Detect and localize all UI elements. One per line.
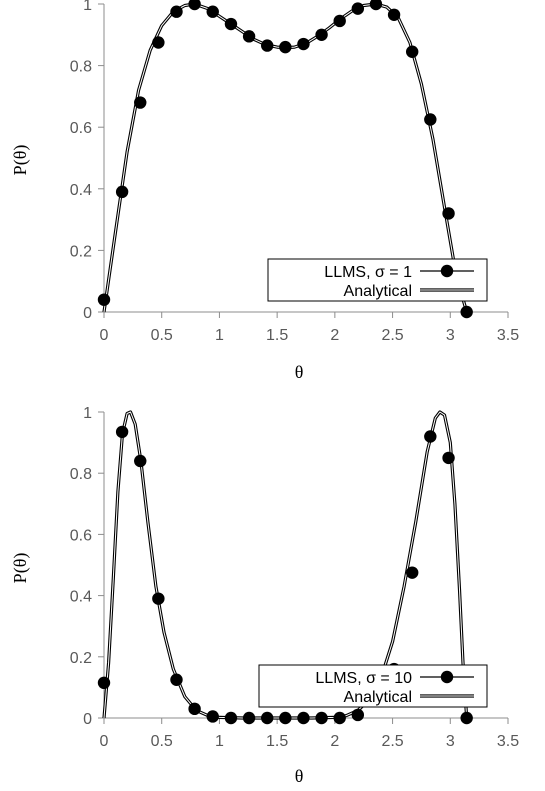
data-point — [424, 113, 437, 126]
x-tick-label: 1 — [215, 733, 224, 750]
y-tick-label: 0.6 — [70, 120, 92, 137]
y-tick-label: 0.4 — [70, 182, 92, 199]
data-point — [315, 711, 328, 725]
x-tick-label: 2 — [330, 327, 339, 344]
y-tick-label: 0.4 — [70, 589, 92, 606]
data-point — [261, 711, 274, 725]
data-point — [115, 425, 129, 439]
data-point — [152, 592, 165, 605]
y-tick-label: 0.2 — [70, 650, 92, 667]
data-point — [97, 293, 111, 306]
data-point — [315, 28, 328, 41]
data-point — [224, 711, 238, 725]
data-point — [297, 711, 310, 725]
legend-swatch-marker — [440, 670, 454, 684]
data-point — [188, 0, 201, 11]
data-point — [405, 566, 419, 579]
x-tick-label: 3 — [446, 327, 455, 344]
x-axis-title: θ — [295, 362, 304, 382]
x-tick-label: 0.5 — [151, 733, 173, 750]
y-axis-title: P(θ) — [10, 145, 31, 176]
legend-label-analytical: Analytical — [344, 689, 412, 706]
data-point — [460, 305, 473, 319]
x-tick-label: 1 — [215, 327, 224, 344]
x-tick-label: 2.5 — [381, 733, 403, 750]
x-tick-label: 1.5 — [266, 733, 288, 750]
data-point — [206, 5, 219, 18]
y-axis-title: P(θ) — [10, 553, 31, 584]
y-tick-label: 1 — [83, 405, 92, 422]
data-point — [261, 39, 274, 52]
data-point — [351, 2, 365, 15]
data-point — [152, 36, 165, 49]
data-point — [387, 8, 401, 21]
x-tick-label: 3.5 — [497, 327, 519, 344]
y-tick-label: 0.8 — [70, 59, 92, 76]
data-point — [242, 30, 256, 43]
data-point — [460, 711, 473, 725]
x-tick-label: 3 — [446, 733, 455, 750]
data-point — [242, 711, 256, 725]
x-tick-label: 1.5 — [266, 327, 288, 344]
y-tick-label: 1 — [83, 0, 92, 14]
data-point — [442, 207, 455, 220]
data-point — [333, 14, 346, 28]
legend-swatch-marker — [440, 264, 454, 278]
data-point — [279, 711, 292, 725]
data-point — [206, 710, 219, 723]
data-point — [134, 454, 147, 468]
data-point — [134, 96, 147, 109]
legend-label-llms: LLMS, σ = 10 — [315, 670, 412, 687]
y-tick-label: 0 — [83, 711, 92, 728]
data-point — [188, 702, 201, 716]
y-tick-label: 0.6 — [70, 527, 92, 544]
legend-label-analytical: Analytical — [344, 283, 412, 300]
data-point — [170, 5, 183, 18]
y-tick-label: 0.8 — [70, 466, 92, 483]
x-tick-label: 0 — [100, 733, 109, 750]
data-point — [97, 676, 111, 690]
x-axis-title: θ — [295, 766, 304, 786]
data-point — [224, 17, 238, 31]
x-tick-label: 0.5 — [151, 327, 173, 344]
data-point — [279, 40, 292, 54]
x-tick-label: 3.5 — [497, 733, 519, 750]
data-point — [442, 451, 455, 465]
data-point — [170, 673, 183, 686]
y-tick-label: 0.2 — [70, 243, 92, 260]
data-point — [297, 37, 310, 51]
y-tick-label: 0 — [83, 305, 92, 322]
x-tick-label: 0 — [100, 327, 109, 344]
data-point — [369, 0, 383, 11]
data-point — [424, 430, 437, 443]
x-tick-label: 2.5 — [381, 327, 403, 344]
data-point — [333, 711, 346, 725]
x-tick-label: 2 — [330, 733, 339, 750]
chart-panel-2: 0 0.5 1 1.5 2 2.5 3 3.5 0 0.2 0.4 0.6 0.8 1 θ P(θ) LLMS,… — [10, 405, 519, 786]
data-point — [351, 708, 365, 722]
data-point — [405, 45, 419, 58]
data-point — [115, 185, 129, 199]
series-line-analytical-inner — [103, 411, 468, 719]
legend-label-llms: LLMS, σ = 1 — [324, 264, 412, 281]
legend-box — [258, 664, 488, 708]
chart-panel-1: 0 0.5 1 1.5 2 2.5 3 3.5 0 0.2 0.4 0.6 0.8 1 θ P(θ) LLMS,… — [10, 0, 519, 382]
